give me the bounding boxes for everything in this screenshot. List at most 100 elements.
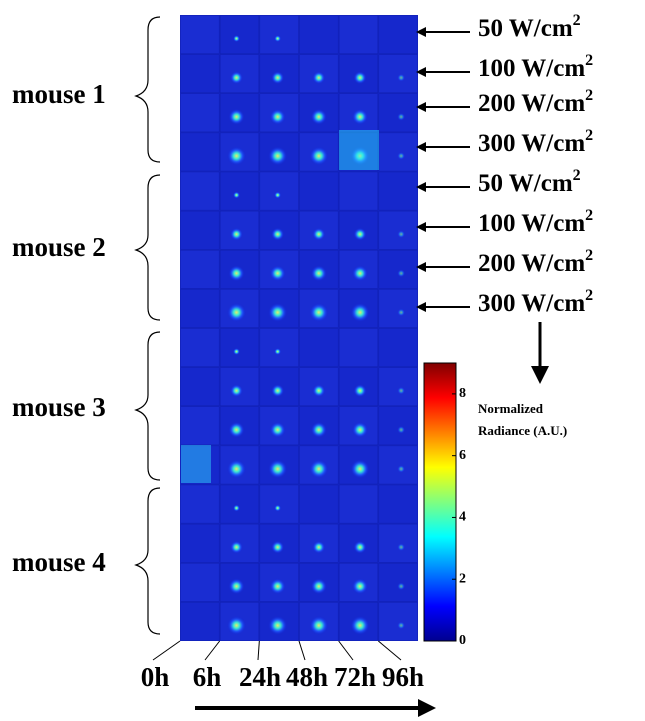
power-sup: 2 [585,287,593,304]
tile [180,210,220,250]
signal-spot [227,302,246,322]
power-label: 50 W/cm2 [478,167,581,197]
power-label: 50 W/cm2 [478,12,581,42]
power-label: 200 W/cm2 [478,87,593,117]
tile [299,328,339,367]
mouse-label: mouse 3 [12,392,106,422]
power-text: 200 W/cm [478,250,585,277]
tile [259,171,299,211]
tile [338,15,379,54]
signal-spot [312,540,326,554]
signal-spot [397,464,406,473]
power-label: 300 W/cm2 [478,127,593,157]
hot-region [339,130,379,170]
signal-spot [310,108,327,125]
tile [378,250,418,289]
tile [259,328,299,367]
tile [378,93,418,133]
signal-spot [227,459,246,479]
signal-spot [233,504,240,512]
signal-spot [230,71,243,85]
signal-spot [228,421,245,438]
tile [338,328,379,367]
tile [378,484,418,524]
signal-spot [350,302,370,322]
signal-spot [268,302,288,322]
tile [378,406,418,446]
signal-spot [397,230,406,239]
signal-spot [268,146,288,166]
signal-spot [309,615,329,635]
tile [378,445,418,485]
signal-spot [353,71,367,85]
tile [338,171,379,211]
signal-spot [310,578,327,595]
tile [219,171,260,211]
power-sup: 2 [573,167,581,184]
power-sup: 2 [573,12,581,29]
tile [378,15,418,54]
signal-spot [268,615,288,635]
tile [338,484,379,524]
tile [299,15,339,54]
tile [299,171,339,211]
power-sup: 2 [585,207,593,224]
signal-spot [230,384,243,398]
time-leader [298,640,306,661]
tile [180,15,220,54]
tile [259,367,299,406]
time-leader [152,640,181,661]
colorbar-tick-label: 4 [459,510,466,525]
tile [180,367,220,406]
signal-spot [274,35,282,43]
power-label: 300 W/cm2 [478,287,593,317]
time-label: 6h [193,662,222,692]
tile [219,367,260,406]
tile [378,367,418,406]
signal-spot [350,459,370,479]
time-leader [257,640,260,661]
colorbar [423,362,457,642]
signal-spot [271,540,285,554]
signal-spot [274,191,282,199]
mouse-label: mouse 2 [12,232,106,262]
time-label: 24h [239,662,281,692]
colorbar-label: Normalized [478,401,544,416]
signal-spot [350,146,370,166]
signal-spot [269,578,286,595]
signal-spot [233,191,240,199]
signal-spot [271,71,285,85]
colorbar-tick-label: 6 [459,448,466,463]
signal-spot [397,112,406,121]
colorbar-tick-label: 2 [459,571,466,586]
power-text: 50 W/cm [478,15,573,42]
signal-spot [352,265,368,282]
signal-spot [269,265,286,282]
tile [219,484,260,524]
tile [259,15,299,54]
tile [378,54,418,93]
signal-spot [269,421,286,438]
tile [180,171,220,211]
signal-spot [233,35,240,43]
signal-spot [269,108,286,125]
colorbar-label: Radiance (A.U.) [478,423,567,438]
hot-region [181,445,211,483]
signal-spot [230,540,243,554]
mouse-label: mouse 1 [12,79,106,109]
signal-spot [271,227,285,241]
time-label: 96h [382,662,424,692]
signal-spot [312,227,326,241]
signal-spot [397,425,406,434]
power-sup: 2 [585,247,593,264]
tile [299,484,339,524]
tile [180,602,220,641]
colorbar-tick-label: 8 [459,386,466,401]
tile [180,484,220,524]
arrows [416,27,470,312]
signal-spot [233,348,240,356]
power-sup: 2 [585,52,593,69]
tile [180,93,220,133]
signal-spot [309,459,329,479]
tile [259,54,299,93]
